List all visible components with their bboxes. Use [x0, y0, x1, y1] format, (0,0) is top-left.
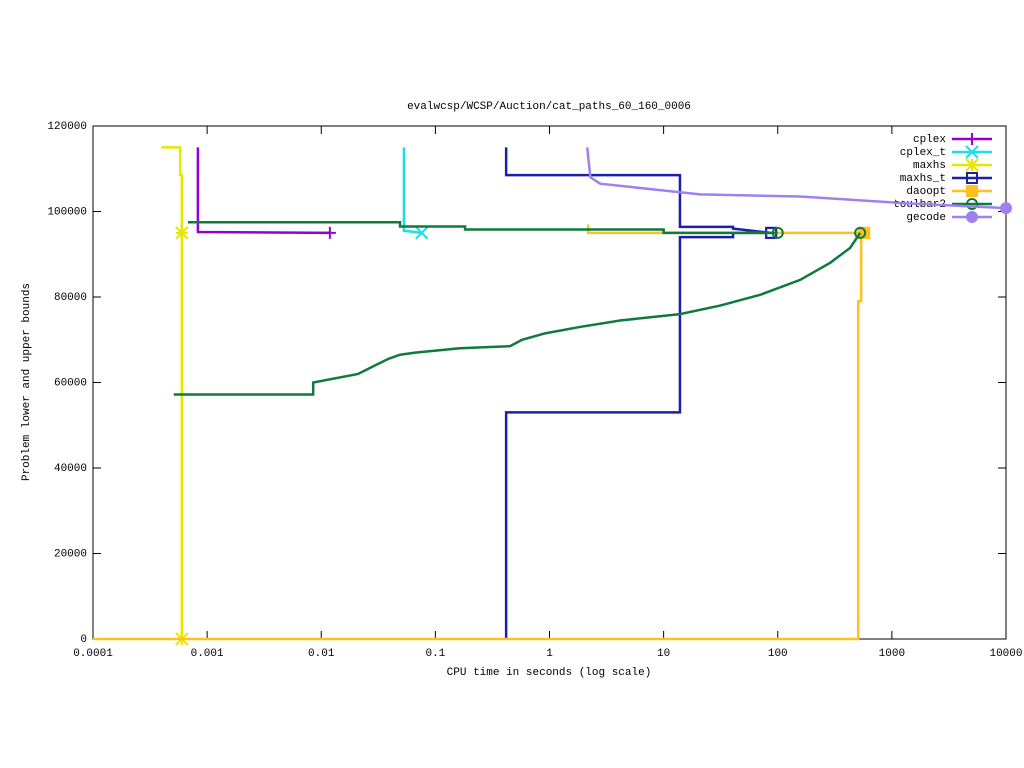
chart-title: evalwcsp/WCSP/Auction/cat_paths_60_160_0… — [407, 101, 691, 113]
marker — [771, 226, 784, 239]
x-tick-label: 1000 — [879, 648, 905, 660]
x-tick-label: 10000 — [989, 648, 1022, 660]
x-tick-label: 0.001 — [191, 648, 224, 660]
x-tick-label: 0.0001 — [73, 648, 113, 660]
y-tick-label: 20000 — [54, 548, 87, 560]
y-tick-label: 100000 — [47, 206, 87, 218]
marker — [966, 185, 978, 197]
legend-label: daoopt — [906, 186, 946, 198]
x-tick-label: 10 — [657, 648, 670, 660]
y-tick-label: 80000 — [54, 292, 87, 304]
series-line — [173, 232, 862, 396]
legend-label: maxhs — [913, 160, 946, 172]
legend-label: cplex_t — [900, 147, 946, 159]
marker — [415, 226, 429, 240]
marker — [323, 226, 336, 239]
y-tick-label: 40000 — [54, 463, 87, 475]
series-line — [585, 147, 1007, 210]
series-line — [402, 147, 422, 235]
marker — [1000, 202, 1012, 215]
marker — [966, 211, 978, 223]
legend-label: gecode — [906, 212, 946, 224]
legend-label: maxhs_t — [900, 173, 946, 185]
marker — [965, 145, 979, 159]
y-tick-label: 0 — [80, 634, 87, 646]
series-line — [196, 147, 330, 235]
marker — [966, 133, 978, 145]
y-axis-label: Problem lower and upper bounds — [21, 283, 33, 481]
y-tick-label: 120000 — [47, 121, 87, 133]
y-tick-label: 60000 — [54, 377, 87, 389]
x-tick-label: 100 — [768, 648, 788, 660]
marker — [854, 226, 867, 239]
marker — [965, 158, 979, 172]
x-tick-label: 0.01 — [308, 648, 335, 660]
series-line — [504, 147, 772, 235]
marker — [966, 198, 978, 210]
series-line — [161, 146, 184, 639]
x-axis-label: CPU time in seconds (log scale) — [447, 667, 652, 679]
marker — [966, 172, 978, 184]
series-line — [188, 220, 778, 235]
x-tick-label: 1 — [546, 648, 553, 660]
marker — [175, 226, 189, 240]
legend-label: cplex — [913, 134, 946, 146]
x-tick-label: 0.1 — [425, 648, 445, 660]
